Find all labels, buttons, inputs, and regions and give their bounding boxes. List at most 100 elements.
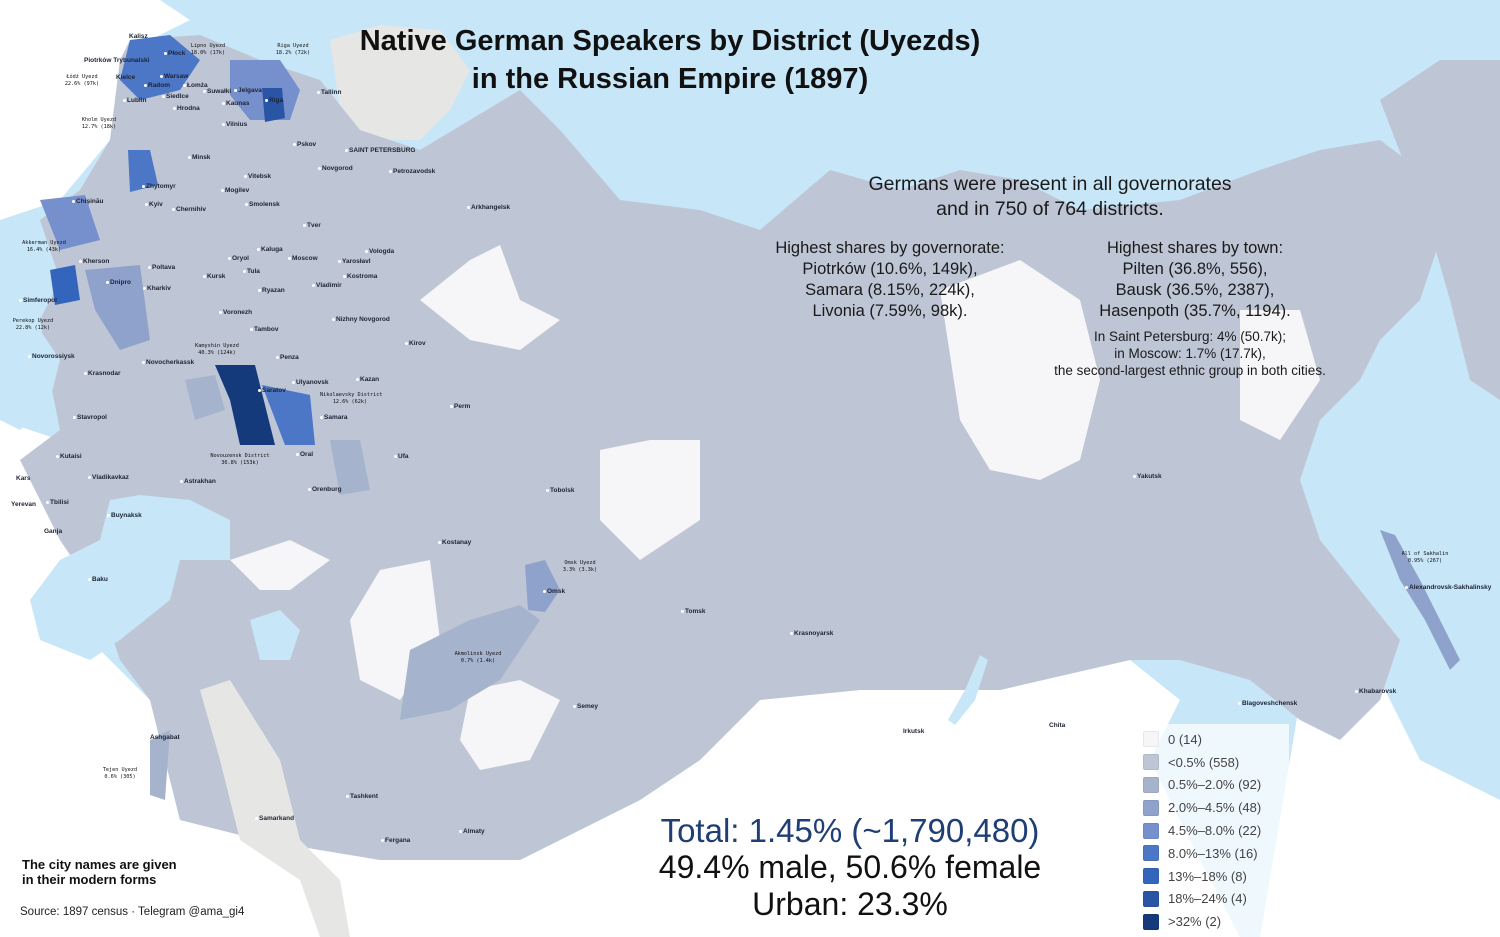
city-label: Siedlce (162, 93, 189, 100)
city-label: Vladikavkaz (88, 474, 129, 481)
city-label: Kalisz (125, 33, 148, 40)
annotation-value: 16.4% (43k) (26, 247, 62, 253)
city-label: Tallinn (317, 89, 341, 96)
map-title: Native German Speakers by District (Uyez… (0, 22, 1340, 98)
city-label: Nizhny Novgorod (332, 316, 390, 323)
legend-label: 0 (14) (1168, 731, 1202, 747)
legend-label: >32% (2) (1168, 914, 1222, 930)
st-petersburg-note: In Saint Petersburg: 4% (50.7k); (1093, 329, 1287, 344)
city-label: Zhytomyr (142, 183, 176, 190)
annotation-name: Akmolinsk Uyezd (454, 651, 502, 657)
city-label: Chita (1045, 722, 1065, 729)
legend-item: 8.0%–13% (16) (1143, 842, 1283, 865)
city-label: Oryol (228, 255, 249, 262)
city-label: Ashgabat (146, 734, 180, 741)
source-credit: Source: 1897 census · Telegram @ama_gi4 (20, 906, 245, 918)
city-label: Yakutsk (1133, 473, 1162, 480)
annotation-value: 12.6% (62k) (332, 399, 368, 405)
legend-label: 4.5%–8.0% (22) (1168, 823, 1262, 839)
annotation-name: Kamyshin Uyezd (195, 343, 239, 349)
legend-label: 2.0%–4.5% (48) (1168, 800, 1262, 816)
zero-district (940, 260, 1100, 480)
district-annotation: Łódź Uyezd 22.6% (97k) (52, 74, 112, 88)
city-label: Oral (296, 451, 313, 458)
zero-district (230, 540, 330, 590)
bessarabia-districts (40, 195, 100, 250)
city-label: Petrozavodsk (389, 168, 435, 175)
annotation-name: Lipno Uyezd (190, 43, 226, 49)
volhynia-districts (128, 150, 158, 192)
perekop-uyezd (50, 265, 80, 305)
annotation-name: Akkerman Uyezd (22, 240, 66, 246)
city-label: Kielce (112, 74, 135, 81)
saratov-districts (185, 375, 225, 420)
city-label: Perm (450, 403, 470, 410)
annotation-name: Novouzensk District (210, 453, 270, 459)
city-label: Moscow (288, 255, 318, 262)
annotation-value: 0.7% (1.4k) (460, 658, 496, 664)
annotation-name: Kholm Uyezd (81, 117, 117, 123)
legend-label: 0.5%–2.0% (92) (1168, 777, 1262, 793)
city-label: Mogilev (221, 187, 249, 194)
district-annotation: Tejen Uyezd 0.6% (305) (90, 767, 150, 781)
city-label: Buynaksk (107, 512, 142, 519)
legend-item: 18%–24% (4) (1143, 888, 1283, 911)
towns-heading: Highest shares by town: (1106, 239, 1284, 257)
totals-block: Total: 1.45% (~1,790,480) 49.4% male, 50… (620, 812, 1080, 923)
city-label: Tobolsk (546, 487, 574, 494)
annotation-value: 22.6% (97k) (64, 81, 100, 87)
city-label: Krasnodar (84, 370, 121, 377)
city-label: SAINT PETERSBURG (345, 147, 415, 154)
black-sea (0, 320, 60, 430)
city-label: Krasnoyarsk (790, 630, 833, 637)
governorates-highest-shares: Highest shares by governorate: Piotrków … (740, 238, 1040, 322)
legend-label: <0.5% (558) (1168, 754, 1240, 770)
legend-swatch (1143, 868, 1159, 885)
legend-item: 4.5%–8.0% (22) (1143, 819, 1283, 842)
annotation-value: 0.6% (305) (104, 774, 136, 780)
town-item: Bausk (36.5%, 2387), (1115, 281, 1275, 299)
city-label: Minsk (188, 154, 210, 161)
city-label: Kars (12, 475, 30, 482)
city-label: Ufa (394, 453, 408, 460)
city-label: Vladimir (312, 282, 342, 289)
governorate-item: Piotrków (10.6%, 149k), (802, 260, 978, 278)
district-annotation: Kamyshin Uyezd 40.3% (124k) (187, 343, 247, 357)
orenburg-districts (330, 440, 370, 495)
legend-item: 0 (14) (1143, 728, 1283, 751)
city-label: Vitebsk (244, 173, 271, 180)
legend-label: 13%–18% (8) (1168, 868, 1247, 884)
zero-district (460, 680, 560, 770)
presence-summary: Germans were present in all governorates… (790, 172, 1310, 222)
annotation-value: 0.95% (267) (1407, 558, 1443, 564)
omsk-uyezd (525, 560, 560, 612)
urban-share: Urban: 23.3% (752, 886, 948, 922)
annotation-name: Łódź Uyezd (66, 74, 98, 80)
far-east-land (1380, 60, 1500, 400)
legend-swatch (1143, 799, 1159, 816)
city-label: Suwałki (203, 88, 231, 95)
legend: 0 (14) <0.5% (558) 0.5%–2.0% (92) 2.0%–4… (1137, 724, 1289, 937)
annotation-name: Tejen Uyezd (102, 767, 138, 773)
city-label: Tambov (250, 326, 278, 333)
city-label: Voronezh (219, 309, 252, 316)
foreign-land-east (1260, 680, 1500, 937)
city-label: Vologda (365, 248, 394, 255)
towns-highest-shares: Highest shares by town: Pilten (36.8%, 5… (1050, 238, 1340, 322)
annotation-value: 18.0% (17k) (190, 50, 226, 56)
legend-swatch (1143, 731, 1159, 748)
legend-item: 13%–18% (8) (1143, 865, 1283, 888)
district-annotation: Kholm Uyezd 12.7% (18k) (69, 117, 129, 131)
district-annotation: Riga Uyezd 18.2% (72k) (263, 43, 323, 57)
city-label: Kharkiv (143, 285, 171, 292)
legend-swatch (1143, 913, 1159, 930)
city-label: Novorossiysk (28, 353, 75, 360)
capital-cities-note: In Saint Petersburg: 4% (50.7k); in Mosc… (1010, 328, 1370, 379)
city-label: Hrodna (173, 105, 200, 112)
title-line-2: in the Russian Empire (1897) (471, 63, 869, 95)
city-label: Simferopol (19, 297, 57, 304)
city-label: Kaluga (257, 246, 283, 253)
annotation-value: 22.8% (12k) (15, 325, 51, 331)
city-label: Omsk (543, 588, 565, 595)
lake-baikal (948, 655, 988, 725)
